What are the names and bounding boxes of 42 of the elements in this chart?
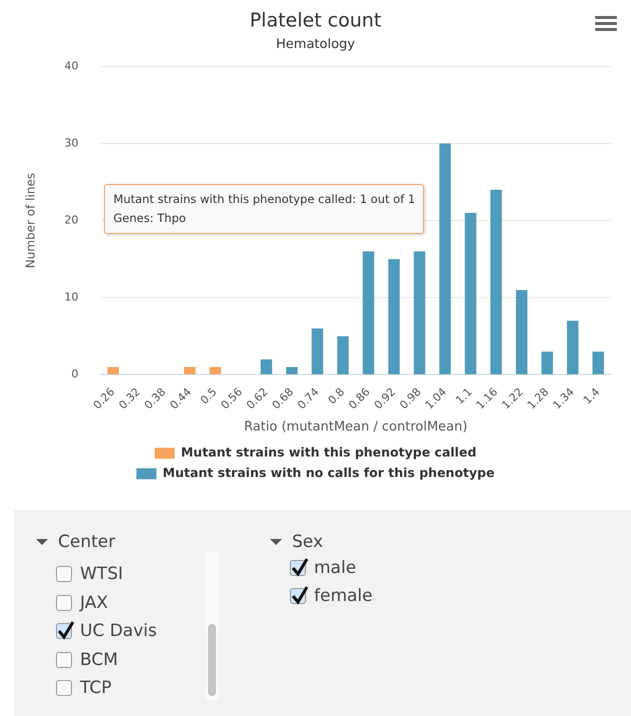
text: JAX xyxy=(80,592,108,612)
y-axis-title: Number of lines xyxy=(23,172,38,268)
legend-label: Mutant strains with this phenotype called xyxy=(180,444,476,460)
text: BCM xyxy=(80,650,118,670)
x-tick-label: 1.1 xyxy=(453,385,475,407)
x-tick-label: 1.4 xyxy=(580,385,602,407)
bar xyxy=(210,367,222,374)
chart-title: Platelet count xyxy=(250,9,382,32)
bar xyxy=(464,212,476,374)
x-tick-label: 0.8 xyxy=(326,385,348,407)
bar xyxy=(388,259,400,374)
bar xyxy=(414,251,426,374)
bar xyxy=(337,336,349,374)
bar xyxy=(260,359,272,374)
bar xyxy=(490,190,502,374)
bar xyxy=(362,251,374,374)
x-axis-title: Ratio (mutantMean / controlMean) xyxy=(244,420,468,435)
text: Center xyxy=(58,532,116,552)
text: female xyxy=(314,586,373,606)
y-tick-label: 30 xyxy=(64,136,78,150)
bar xyxy=(107,367,119,374)
legend-label: Mutant strains with no calls for this phenotype xyxy=(162,465,495,480)
x-tick-label: 0.5 xyxy=(198,385,220,407)
text: WTSI xyxy=(80,564,123,584)
bar xyxy=(286,367,298,374)
bar xyxy=(566,320,578,374)
y-tick-label: 0 xyxy=(71,368,78,381)
bar xyxy=(312,328,324,374)
chart-subtitle: Hematology xyxy=(276,36,356,52)
annotation: Mutant strains with this phenotype called: 1 out of 1 Genes: Thpo xyxy=(104,184,424,234)
text: Sex xyxy=(292,532,324,552)
bar xyxy=(184,367,196,374)
text: TCP xyxy=(80,678,112,698)
bar xyxy=(516,290,528,374)
text: male xyxy=(314,558,356,578)
text: UC Davis xyxy=(80,621,157,641)
y-tick-label: 40 xyxy=(64,59,78,72)
bar xyxy=(439,143,451,374)
y-tick-label: 20 xyxy=(64,213,78,226)
bar xyxy=(541,352,553,374)
bar xyxy=(592,352,604,374)
y-tick-label: 10 xyxy=(64,290,78,304)
